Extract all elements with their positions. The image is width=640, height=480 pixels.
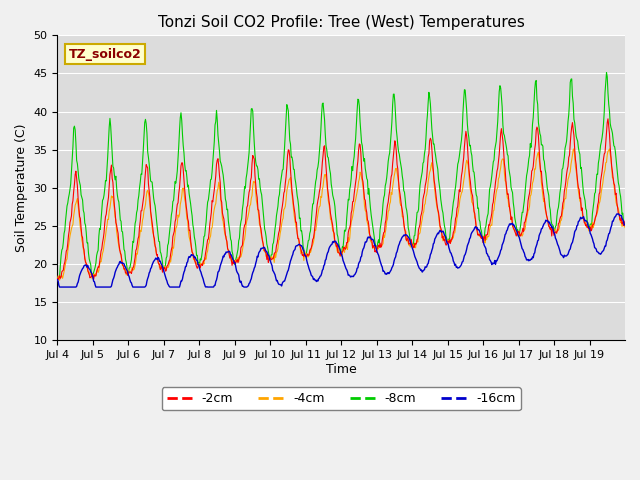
X-axis label: Time: Time xyxy=(326,363,356,376)
Y-axis label: Soil Temperature (C): Soil Temperature (C) xyxy=(15,124,28,252)
Legend: -2cm, -4cm, -8cm, -16cm: -2cm, -4cm, -8cm, -16cm xyxy=(162,387,521,410)
Title: Tonzi Soil CO2 Profile: Tree (West) Temperatures: Tonzi Soil CO2 Profile: Tree (West) Temp… xyxy=(158,15,525,30)
Text: TZ_soilco2: TZ_soilco2 xyxy=(68,48,141,60)
